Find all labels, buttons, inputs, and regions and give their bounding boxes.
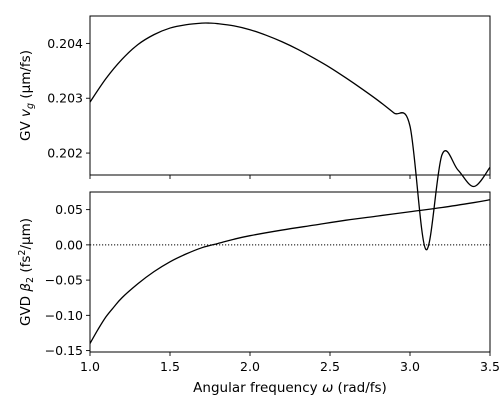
y-tick-label: 0.202 xyxy=(47,146,83,161)
top-panel-y-ticks: 0.202 0.203 0.204 xyxy=(47,36,90,161)
y-tick-label: 0.05 xyxy=(55,202,83,217)
x-tick-label: 2.5 xyxy=(320,359,340,374)
bottom-ylabel-unit-end: /µm) xyxy=(18,218,34,250)
top-ylabel-subscript: g xyxy=(25,103,36,109)
x-tick-label: 1.0 xyxy=(80,359,100,374)
top-ylabel-variable: v xyxy=(18,108,34,117)
y-tick-label: −0.05 xyxy=(45,273,83,288)
top-panel-curve-layer xyxy=(89,22,491,251)
x-tick-label: 3.0 xyxy=(400,359,420,374)
bottom-panel-group-velocity-dispersion: 1.0 1.5 2.0 2.5 3.0 3.5 0.05 0.00 −0.05 −0.10 −0.… xyxy=(17,191,500,396)
y-tick-label: 0.204 xyxy=(47,36,83,51)
xlabel-variable: ω xyxy=(322,380,333,396)
x-tick-label: 3.5 xyxy=(480,359,500,374)
bottom-panel-x-ticks: 1.0 1.5 2.0 2.5 3.0 3.5 xyxy=(80,352,500,374)
x-axis-label: Angular frequency ω (rad/fs) xyxy=(193,380,387,396)
bottom-panel-y-ticks: 0.05 0.00 −0.05 −0.10 −0.15 xyxy=(45,202,90,358)
x-tick-label: 1.5 xyxy=(160,359,180,374)
top-panel-y-axis-label: GV vg (µm/fs) xyxy=(18,50,36,141)
bottom-ylabel-variable: β xyxy=(18,283,34,293)
bottom-ylabel-superscript: 2 xyxy=(17,250,28,256)
bottom-panel-curve-layer xyxy=(89,199,491,344)
top-ylabel-prefix: GV xyxy=(18,117,34,141)
x-tick-label: 2.0 xyxy=(240,359,260,374)
series-line-0-0 xyxy=(89,22,491,251)
y-tick-label: 0.00 xyxy=(55,237,83,252)
bottom-ylabel-unit-start: (fs xyxy=(18,256,34,277)
bottom-ylabel-subscript: 2 xyxy=(25,277,36,283)
series-line-1-0 xyxy=(89,199,491,344)
bottom-panel-frame xyxy=(89,191,491,353)
top-panel-frame xyxy=(89,15,491,176)
xlabel-unit: (rad/fs) xyxy=(333,380,387,396)
y-tick-label: −0.10 xyxy=(45,308,83,323)
top-ylabel-unit: (µm/fs) xyxy=(18,50,34,103)
bottom-panel-y-axis-label: GVD β2 (fs2/µm) xyxy=(17,218,36,326)
y-tick-label: −0.15 xyxy=(45,343,83,358)
top-panel-x-ticks xyxy=(89,175,491,179)
bottom-ylabel-prefix: GVD xyxy=(18,292,34,326)
xlabel-prefix: Angular frequency xyxy=(193,380,322,396)
y-tick-label: 0.203 xyxy=(47,91,83,106)
top-panel-group-velocity: 0.202 0.203 0.204 GV vg (µm/fs) xyxy=(18,15,491,251)
